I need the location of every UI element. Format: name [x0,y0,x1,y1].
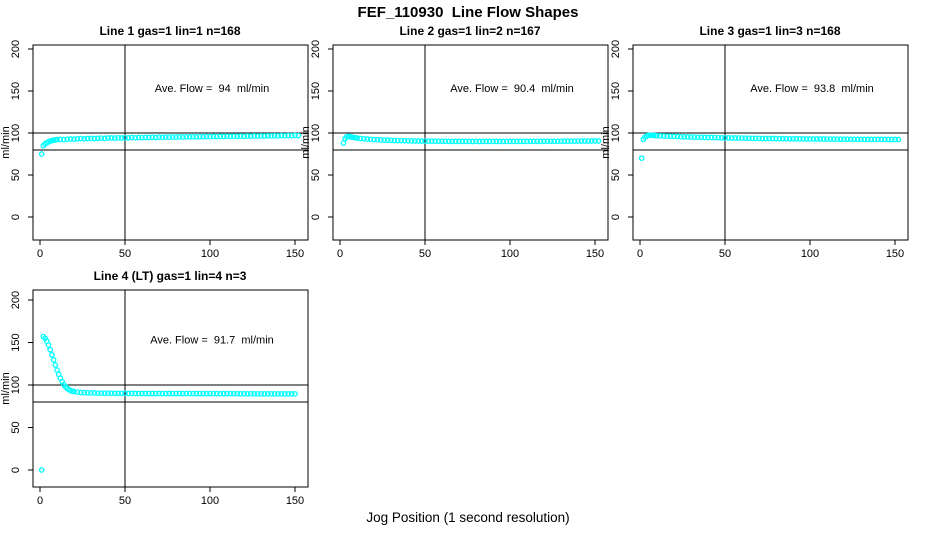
subplot-line-3: 0 50 100 150 0 50 100 150 200 Line 3 gas=1 lin=3 … [600,20,918,272]
svg-text:Ave. Flow = 93.8 ml/min: Ave. Flow = 93.8 ml/min [750,83,874,95]
svg-text:ml/min: ml/min [300,126,312,158]
svg-text:100: 100 [310,124,322,142]
svg-text:ml/min: ml/min [0,372,12,404]
svg-text:150: 150 [586,248,604,260]
subplot-line-4: 0 50 100 150 0 50 100 150 200 Line 4 (LT) gas=1 l… [0,265,318,517]
svg-text:Ave. Flow = 90.4 ml/min: Ave. Flow = 90.4 ml/min [450,83,574,95]
svg-text:Line 4 (LT) gas=1 lin=4 n=3: Line 4 (LT) gas=1 lin=4 n=3 [94,269,247,283]
svg-text:0: 0 [310,214,322,220]
x-axis-label: Jog Position (1 second resolution) [366,510,570,525]
svg-text:0: 0 [37,495,43,507]
svg-text:ml/min: ml/min [0,126,12,158]
svg-text:150: 150 [10,333,22,351]
svg-text:150: 150 [286,248,304,260]
svg-text:50: 50 [419,248,431,260]
svg-text:ml/min: ml/min [600,126,612,158]
svg-text:0: 0 [610,214,622,220]
svg-text:150: 150 [310,82,322,100]
svg-text:50: 50 [310,169,322,181]
svg-text:Line 3 gas=1 lin=3 n=168: Line 3 gas=1 lin=3 n=168 [699,24,840,38]
svg-text:Ave. Flow = 94 ml/min: Ave. Flow = 94 ml/min [155,83,269,95]
svg-text:100: 100 [610,124,622,142]
svg-text:200: 200 [610,40,622,58]
svg-text:Line 1 gas=1 lin=1 n=168: Line 1 gas=1 lin=1 n=168 [99,24,240,38]
svg-text:150: 150 [286,495,304,507]
svg-text:50: 50 [610,169,622,181]
subplot-line-3-canvas: 0 50 100 150 0 50 100 150 200 Line 3 gas=1 lin=3 … [600,24,909,260]
svg-text:0: 0 [10,214,22,220]
svg-text:50: 50 [10,169,22,181]
subplot-line-4-canvas: 0 50 100 150 0 50 100 150 200 Line 4 (LT) gas=1 l… [0,269,309,507]
svg-text:200: 200 [10,291,22,309]
svg-text:150: 150 [610,82,622,100]
subplot-line-1: 0 50 100 150 0 50 100 150 200 Line 1 gas=1 lin=1 … [0,20,318,272]
svg-text:100: 100 [10,124,22,142]
svg-text:100: 100 [201,495,219,507]
svg-text:150: 150 [886,248,904,260]
svg-text:50: 50 [719,248,731,260]
subplot-line-1-canvas: 0 50 100 150 0 50 100 150 200 Line 1 gas=1 lin=1 … [0,24,309,260]
svg-text:50: 50 [10,421,22,433]
svg-text:0: 0 [637,248,643,260]
svg-text:Ave. Flow = 91.7 ml/min: Ave. Flow = 91.7 ml/min [150,334,274,346]
svg-text:200: 200 [310,40,322,58]
svg-text:0: 0 [10,467,22,473]
svg-text:200: 200 [10,40,22,58]
figure-title: FEF_110930 Line Flow Shapes [357,4,579,21]
svg-text:100: 100 [801,248,819,260]
svg-text:100: 100 [501,248,519,260]
subplot-line-2: 0 50 100 150 0 50 100 150 200 Line 2 gas=1 lin=2 … [300,20,618,272]
svg-text:Line 2 gas=1 lin=2 n=167: Line 2 gas=1 lin=2 n=167 [399,24,540,38]
svg-text:0: 0 [37,248,43,260]
svg-text:100: 100 [10,376,22,394]
svg-text:100: 100 [201,248,219,260]
subplot-line-2-canvas: 0 50 100 150 0 50 100 150 200 Line 2 gas=1 lin=2 … [300,24,609,260]
svg-text:150: 150 [10,82,22,100]
svg-text:0: 0 [337,248,343,260]
svg-text:50: 50 [119,248,131,260]
svg-text:50: 50 [119,495,131,507]
